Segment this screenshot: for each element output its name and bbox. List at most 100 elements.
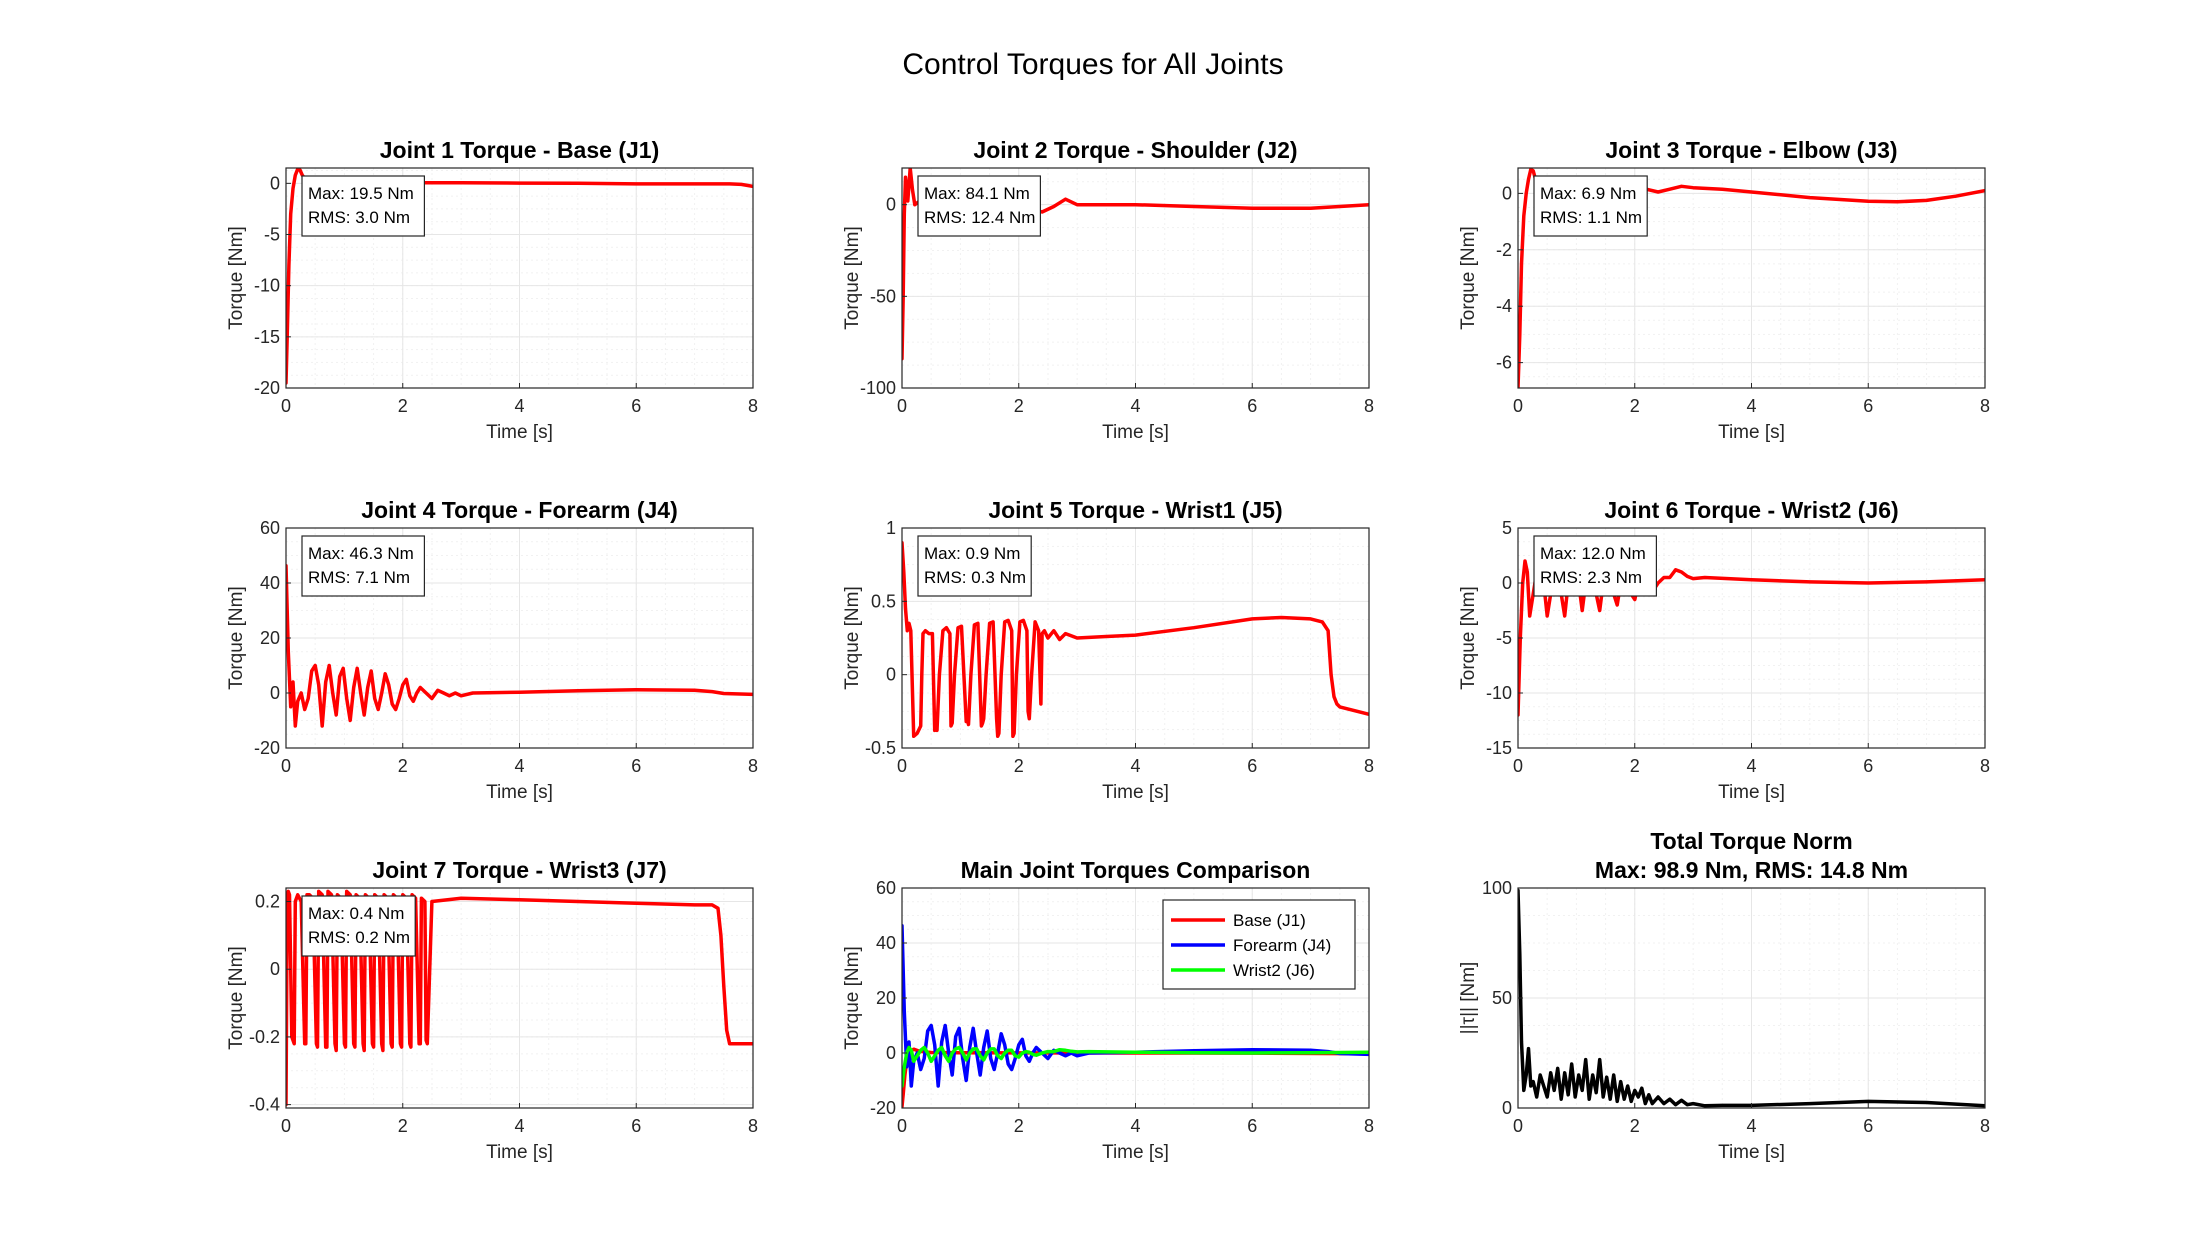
y-tick-label: 0 xyxy=(270,173,280,193)
stats-annotation: Max: 19.5 Nm RMS: 3.0 Nm xyxy=(301,175,426,237)
annotation-max: Max: 12.0 Nm xyxy=(1540,544,1646,563)
x-tick-label: 2 xyxy=(1630,756,1640,776)
subplot-j3: 0 2 4 6 8 -6 -4 -2 0 Time [s] Torque [Nm] Joint 3 T… xyxy=(1458,137,1990,443)
x-tick-label: 6 xyxy=(1863,1116,1873,1136)
annotation-max: Max: 0.4 Nm xyxy=(308,904,404,923)
x-tick-label: 0 xyxy=(1513,756,1523,776)
annotation-box xyxy=(1533,535,1658,597)
y-tick-label: 0 xyxy=(270,683,280,703)
x-tick-label: 4 xyxy=(514,1116,524,1136)
legend-entry: Wrist2 (J6) xyxy=(1233,961,1315,980)
x-tick-label: 8 xyxy=(748,756,758,776)
subplot-title: Joint 6 Torque - Wrist2 (J6) xyxy=(1604,497,1898,523)
annotation-rms: RMS: 0.2 Nm xyxy=(308,928,410,947)
y-tick-label: -2 xyxy=(1496,240,1512,260)
annotation-box xyxy=(301,535,426,597)
stats-annotation: Max: 0.9 Nm RMS: 0.3 Nm xyxy=(917,535,1032,597)
y-tick-label: 5 xyxy=(1502,518,1512,538)
subplot-title: Joint 4 Torque - Forearm (J4) xyxy=(361,497,678,523)
series-group xyxy=(286,563,753,728)
x-tick-label: 0 xyxy=(897,396,907,416)
y-tick-label: -0.5 xyxy=(865,738,896,758)
x-tick-label: 8 xyxy=(748,396,758,416)
stats-annotation: Max: 46.3 Nm RMS: 7.1 Nm xyxy=(301,535,426,597)
x-axis-label: Time [s] xyxy=(1102,1142,1169,1163)
x-tick-label: 2 xyxy=(1630,396,1640,416)
x-tick-label: 8 xyxy=(1364,1116,1374,1136)
y-tick-label: -0.4 xyxy=(249,1095,280,1115)
subplot-j2: 0 2 4 6 8 -100 -50 0 Time [s] Torque [Nm] Joint 2 … xyxy=(842,137,1374,443)
x-axis-label: Time [s] xyxy=(1102,422,1169,443)
y-tick-label: -6 xyxy=(1496,353,1512,373)
x-axis-label: Time [s] xyxy=(1718,782,1785,803)
y-axis-label: ||τ|| [Nm] xyxy=(1458,962,1479,1035)
x-tick-label: 8 xyxy=(1980,1116,1990,1136)
x-axis-label: Time [s] xyxy=(1718,422,1785,443)
stats-annotation: Max: 6.9 Nm RMS: 1.1 Nm xyxy=(1533,175,1648,237)
y-tick-label: -15 xyxy=(254,327,280,347)
annotation-rms: RMS: 7.1 Nm xyxy=(308,568,410,587)
x-tick-label: 6 xyxy=(1863,756,1873,776)
annotation-box xyxy=(301,895,416,957)
subplot-title: Joint 7 Torque - Wrist3 (J7) xyxy=(372,857,666,883)
legend-entry: Base (J1) xyxy=(1233,911,1306,930)
legend-entry: Forearm (J4) xyxy=(1233,936,1331,955)
subplot-title: Joint 3 Torque - Elbow (J3) xyxy=(1605,137,1897,163)
x-tick-label: 2 xyxy=(398,1116,408,1136)
annotation-box xyxy=(1533,175,1648,237)
y-tick-label: -50 xyxy=(870,286,896,306)
y-tick-label: 100 xyxy=(1482,878,1512,898)
x-tick-label: 2 xyxy=(1014,1116,1024,1136)
x-tick-label: 2 xyxy=(1630,1116,1640,1136)
x-tick-label: 4 xyxy=(1130,396,1140,416)
y-tick-label: 0 xyxy=(886,665,896,685)
x-tick-label: 6 xyxy=(631,756,641,776)
y-tick-label: 0 xyxy=(270,959,280,979)
x-tick-label: 4 xyxy=(514,756,524,776)
x-tick-label: 0 xyxy=(281,396,291,416)
y-tick-label: -10 xyxy=(254,276,280,296)
x-tick-label: 0 xyxy=(897,756,907,776)
annotation-max: Max: 46.3 Nm xyxy=(308,544,414,563)
x-tick-label: 4 xyxy=(1130,756,1140,776)
subplot-subtitle: Max: 98.9 Nm, RMS: 14.8 Nm xyxy=(1595,857,1908,883)
subplot-j1: 0 2 4 6 8 -20 -15 -10 -5 0 Time [s] Torque [Nm] Join… xyxy=(226,137,758,443)
y-axis-label: Torque [Nm] xyxy=(226,946,247,1049)
annotation-rms: RMS: 12.4 Nm xyxy=(924,208,1035,227)
annotation-rms: RMS: 0.3 Nm xyxy=(924,568,1026,587)
series-line-j4 xyxy=(286,563,753,728)
x-tick-label: 2 xyxy=(1014,396,1024,416)
y-tick-label: 0 xyxy=(886,1043,896,1063)
annotation-max: Max: 19.5 Nm xyxy=(308,184,414,203)
y-tick-label: 60 xyxy=(260,518,280,538)
annotation-max: Max: 84.1 Nm xyxy=(924,184,1030,203)
x-tick-label: 6 xyxy=(1863,396,1873,416)
y-tick-label: 0 xyxy=(1502,183,1512,203)
y-tick-label: -100 xyxy=(860,378,896,398)
figure-title: Control Torques for All Joints xyxy=(902,48,1283,81)
annotation-box xyxy=(917,535,1032,597)
x-axis-label: Time [s] xyxy=(486,782,553,803)
x-tick-label: 0 xyxy=(1513,396,1523,416)
x-tick-label: 4 xyxy=(1746,1116,1756,1136)
y-tick-label: 0.5 xyxy=(871,591,896,611)
x-tick-label: 0 xyxy=(1513,1116,1523,1136)
y-axis-label: Torque [Nm] xyxy=(226,586,247,689)
y-tick-label: 50 xyxy=(1492,988,1512,1008)
y-tick-label: -20 xyxy=(254,378,280,398)
y-tick-label: -20 xyxy=(870,1098,896,1118)
y-axis-label: Torque [Nm] xyxy=(842,586,863,689)
x-tick-label: 6 xyxy=(1247,1116,1257,1136)
y-tick-label: 0 xyxy=(1502,1098,1512,1118)
y-tick-label: -0.2 xyxy=(249,1027,280,1047)
subplot-title: Main Joint Torques Comparison xyxy=(961,857,1311,883)
y-tick-label: 60 xyxy=(876,878,896,898)
subplot-title: Joint 5 Torque - Wrist1 (J5) xyxy=(988,497,1282,523)
y-tick-label: 1 xyxy=(886,518,896,538)
y-tick-label: -20 xyxy=(254,738,280,758)
